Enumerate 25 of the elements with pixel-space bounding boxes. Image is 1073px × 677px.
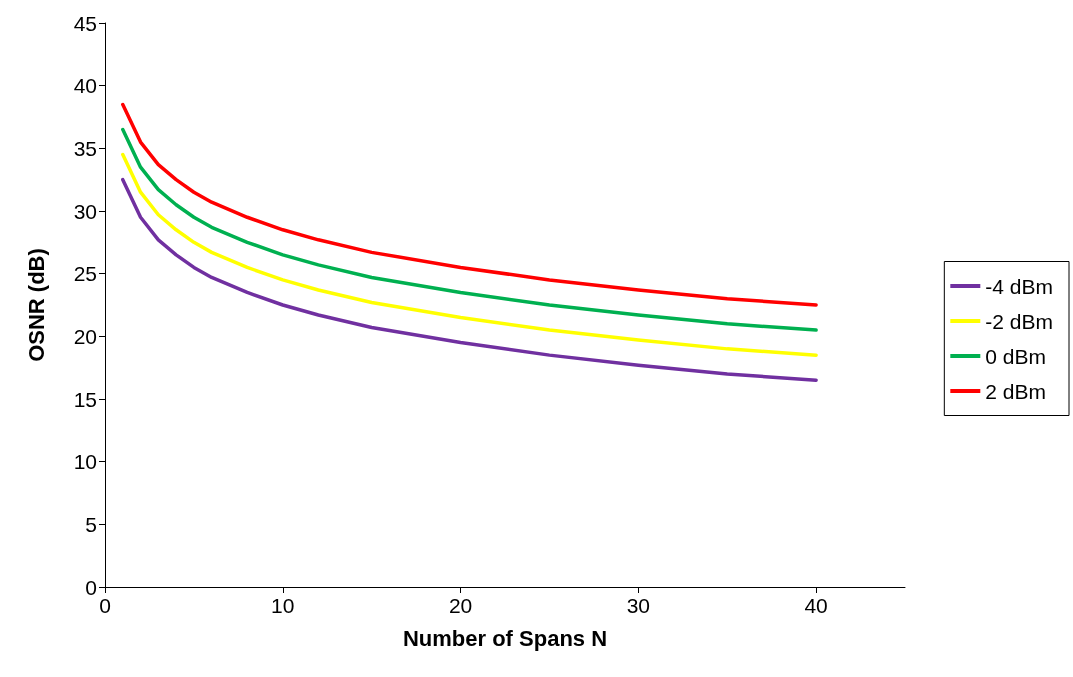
y-tick-label: 35 <box>73 136 97 160</box>
legend-label: -4 dBm <box>985 274 1053 298</box>
y-tick-label: 20 <box>73 324 97 348</box>
x-tick-label: 10 <box>271 594 295 617</box>
line-series <box>121 102 818 307</box>
y-axis-title: OSNR (dB) <box>23 248 49 362</box>
y-tick-label: 0 <box>85 575 97 599</box>
y-tick-label: 25 <box>73 262 97 286</box>
y-tick-label: 40 <box>73 74 97 98</box>
y-tick-label: 5 <box>85 512 97 536</box>
x-tick-label: 40 <box>804 594 828 617</box>
line-series <box>121 152 818 357</box>
y-tick-label: 10 <box>73 450 97 474</box>
y-tick-label: 15 <box>73 387 97 411</box>
y-tick-label: 30 <box>73 199 97 223</box>
x-tick-label: 20 <box>448 594 473 617</box>
line-series <box>121 177 818 382</box>
x-tick-label: 0 <box>99 594 111 617</box>
x-axis-title: Number of Spans N <box>402 625 608 651</box>
x-tick-label: 30 <box>626 594 651 617</box>
legend-label: 2 dBm <box>985 379 1047 403</box>
legend-label: 0 dBm <box>985 344 1047 368</box>
y-tick-label: 45 <box>73 11 97 35</box>
legend-label: -2 dBm <box>985 309 1053 333</box>
line-series <box>121 127 818 332</box>
